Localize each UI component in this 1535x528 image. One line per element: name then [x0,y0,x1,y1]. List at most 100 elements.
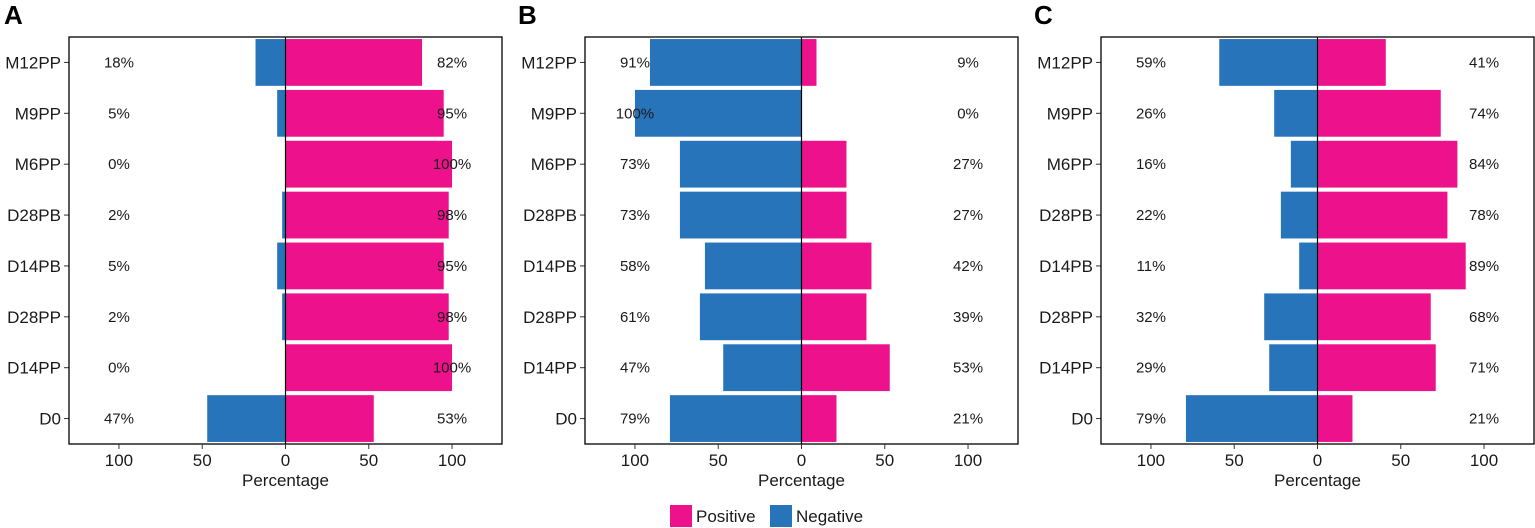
bar-negative [255,39,286,86]
bar-negative [1219,39,1318,86]
bar-positive [285,140,453,188]
bar-negative [1290,140,1318,188]
x-tick-label: 50 [1225,451,1244,470]
chart-panel-a: A 18% 82% M12PP 5% 95% M9PP 0% 100% M6PP 2% 98% D28P… [4,0,503,490]
data-label-positive: 71% [1469,360,1499,377]
category-label: M9PP [15,104,61,123]
data-label-negative: 5% [108,105,130,122]
category-label: D28PB [7,206,61,225]
chart-panel-c: C 59% 41% M12PP 26% 74% M9PP 16% 84% M6PP 22% 78% D2… [1034,0,1535,490]
data-label-negative: 2% [108,309,130,326]
data-label-negative: 32% [1136,309,1166,326]
x-axis-title: Percentage [1274,471,1361,490]
category-label: D28PB [523,206,577,225]
bar-negative [282,191,286,239]
data-label-positive: 42% [953,258,983,275]
category-label: D14PP [523,359,577,378]
category-label: M9PP [1047,104,1093,123]
x-tick-label: 100 [105,451,133,470]
x-tick-label: 100 [621,451,649,470]
data-label-positive: 21% [1469,411,1499,428]
x-tick-label: 100 [1470,451,1498,470]
bar-negative [1274,89,1318,137]
data-label-positive: 68% [1469,309,1499,326]
bar-positive [285,395,374,442]
bar-positive [801,140,847,188]
data-label-negative: 79% [1136,411,1166,428]
panel-letter: C [1034,0,1053,30]
category-label: D14PP [7,359,61,378]
category-label: M12PP [5,53,61,72]
category-label: M6PP [15,155,61,174]
bar-positive [1317,242,1466,290]
bar-positive [1317,293,1431,341]
x-tick-label: 0 [281,451,290,470]
data-label-positive: 9% [957,54,979,71]
x-axis-title: Percentage [242,471,329,490]
data-label-negative: 47% [104,411,134,428]
category-label: D14PP [1039,359,1093,378]
data-label-positive: 84% [1469,156,1499,173]
x-tick-label: 0 [797,451,806,470]
bar-negative [1269,344,1318,392]
legend-label-positive: Positive [696,507,756,526]
x-tick-label: 100 [954,451,982,470]
category-label: D28PP [7,308,61,327]
bar-negative [1185,395,1318,442]
bar-negative [679,140,802,188]
data-label-negative: 22% [1136,207,1166,224]
bar-negative [277,242,286,290]
bar-negative [699,293,802,341]
legend: Positive Negative [670,505,863,527]
bar-positive [285,191,449,239]
bar-positive [801,293,867,341]
data-label-negative: 79% [620,411,650,428]
bar-positive [1317,89,1441,137]
data-label-negative: 73% [620,207,650,224]
x-tick-label: 50 [1391,451,1410,470]
bar-negative [669,395,802,442]
data-label-negative: 0% [108,360,130,377]
category-label: D0 [1071,410,1093,429]
data-label-negative: 73% [620,156,650,173]
data-label-positive: 78% [1469,207,1499,224]
bar-positive [801,344,890,392]
bar-positive [285,293,449,341]
data-label-negative: 61% [620,309,650,326]
bar-positive [1317,395,1353,442]
x-axis-title: Percentage [758,471,845,490]
data-label-positive: 41% [1469,54,1499,71]
chart-panel-b: B 91% 9% M12PP 100% 0% M9PP 73% 27% M6PP 73% 27% D28… [518,0,1019,490]
bar-positive [285,89,444,137]
data-label-positive: 74% [1469,105,1499,122]
data-label-negative: 26% [1136,105,1166,122]
category-label: D28PP [1039,308,1093,327]
data-label-negative: 47% [620,360,650,377]
legend-swatch-positive [670,505,692,527]
data-label-negative: 18% [104,54,134,71]
legend-swatch-negative [770,505,792,527]
data-label-positive: 95% [437,258,467,275]
data-label-negative: 59% [1136,54,1166,71]
bar-negative [1299,242,1318,290]
data-label-negative: 2% [108,207,130,224]
category-label: M9PP [531,104,577,123]
data-label-negative: 16% [1136,156,1166,173]
bar-positive [801,39,817,86]
legend-label-negative: Negative [796,507,863,526]
x-tick-label: 50 [709,451,728,470]
category-label: D14PB [1039,257,1093,276]
data-label-positive: 100% [433,156,471,173]
category-label: D28PP [523,308,577,327]
data-label-positive: 98% [437,309,467,326]
data-label-negative: 29% [1136,360,1166,377]
bar-negative [207,395,286,442]
category-label: M12PP [521,53,577,72]
data-label-negative: 5% [108,258,130,275]
bar-positive [801,395,837,442]
x-tick-label: 50 [359,451,378,470]
bar-negative [1264,293,1318,341]
data-label-positive: 0% [957,105,979,122]
data-label-negative: 58% [620,258,650,275]
